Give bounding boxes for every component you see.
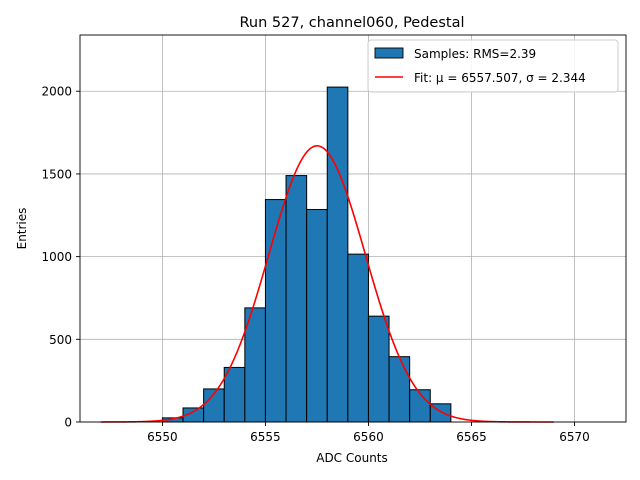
legend: Samples: RMS=2.39 Fit: μ = 6557.507, σ =… <box>367 39 619 93</box>
histogram-bar <box>367 315 390 423</box>
legend-box <box>367 39 619 93</box>
histogram-bar <box>326 86 349 423</box>
y-tick-label: 1000 <box>41 250 72 264</box>
fit-curve <box>100 145 554 423</box>
x-tick-label: 6565 <box>456 430 487 444</box>
y-tick-label: 1500 <box>41 167 72 181</box>
y-axis-ticks: 0 500 1000 1500 2000 <box>41 85 80 430</box>
legend-label-samples: Samples: RMS=2.39 <box>414 47 536 61</box>
legend-swatch-samples <box>374 47 404 59</box>
x-axis-label: ADC Counts <box>316 451 388 465</box>
y-tick-label: 0 <box>64 416 72 430</box>
histogram-bar <box>285 175 308 423</box>
x-axis-ticks: 6550 6555 6560 6565 6570 <box>147 422 590 444</box>
y-tick-label: 500 <box>49 333 72 347</box>
histogram-bar <box>388 356 411 423</box>
histogram-bars <box>161 86 452 423</box>
y-tick-label: 2000 <box>41 85 72 99</box>
x-tick-label: 6560 <box>353 430 384 444</box>
chart-title: Run 527, channel060, Pedestal <box>239 15 464 31</box>
plot-frame <box>79 34 627 423</box>
histogram-bar <box>306 208 328 423</box>
legend-label-fit: Fit: μ = 6557.507, σ = 2.344 <box>414 71 586 85</box>
x-tick-label: 6550 <box>147 430 178 444</box>
histogram-bar <box>223 366 246 423</box>
histogram-bar <box>347 253 369 423</box>
y-axis-label: Entries <box>15 208 29 250</box>
x-tick-label: 6555 <box>250 430 281 444</box>
x-tick-label: 6570 <box>559 430 590 444</box>
